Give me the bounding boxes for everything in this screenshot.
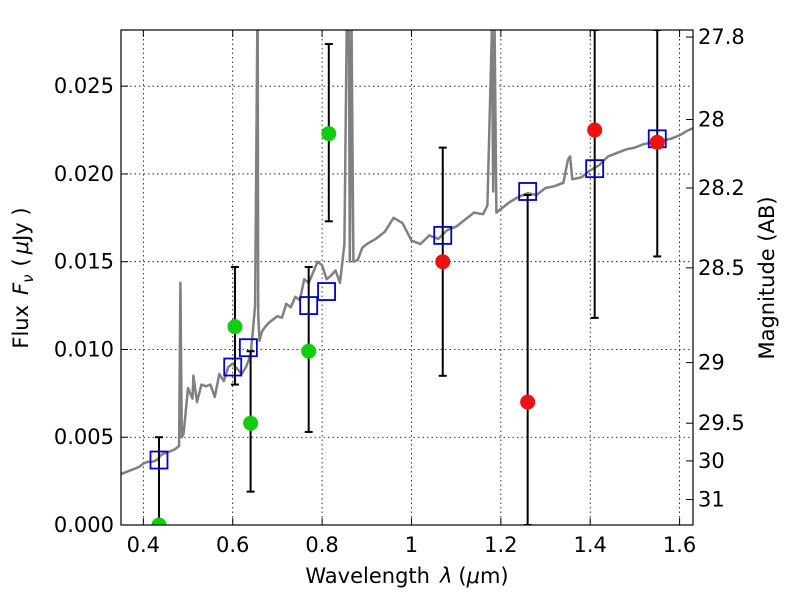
y2-tick-label: 28 — [698, 108, 725, 132]
upper-limits-point — [587, 122, 603, 138]
y-tick-label: 0.015 — [54, 250, 114, 274]
model-photometry-point — [317, 282, 336, 301]
upper-limits-point — [435, 254, 451, 270]
model-photometry-point — [223, 357, 243, 377]
y2-tick-label: 30 — [698, 449, 725, 473]
spectrum-layer — [121, 30, 693, 476]
model-spectrum-line — [121, 30, 693, 476]
grid — [121, 30, 693, 525]
model-photometry-point — [585, 159, 605, 179]
x-tick-label: 0.4 — [127, 533, 160, 557]
marker-layer — [149, 122, 667, 525]
y2-tick-label: 28.2 — [698, 176, 745, 200]
y2-tick-label: 28.5 — [698, 256, 745, 280]
y2-tick-label: 29 — [698, 351, 725, 375]
x-tick-label: 0.8 — [305, 533, 338, 557]
model-photometry-point — [299, 296, 319, 315]
y2-tick-label: 31 — [698, 488, 725, 512]
y-tick-label: 0.025 — [54, 74, 114, 98]
model-photometry-point — [518, 182, 538, 201]
upper-limits-point — [649, 134, 665, 150]
detections-point — [243, 415, 259, 431]
detections-point — [227, 319, 243, 335]
y-axis-label: FluxFν(μJy ) — [9, 207, 37, 348]
x-tick-label: 1.6 — [663, 533, 696, 557]
x-tick-label: 0.6 — [216, 533, 249, 557]
y-tick-label: 0.020 — [54, 162, 114, 186]
ticks: 0.4 0.6 0.8 1 1.2 1.4 1.6 0.000 0.005 0.010 0.015 0… — [54, 25, 745, 557]
y2-axis-label: Magnitude (AB) — [755, 196, 779, 359]
x-axis-label: Wavelength λ (μm) — [305, 564, 508, 588]
model-photometry-point — [433, 225, 453, 245]
y-tick-label: 0.000 — [54, 513, 114, 537]
model-photometry-point — [238, 338, 258, 358]
y-tick-label: 0.010 — [54, 337, 114, 361]
y2-tick-label: 29.5 — [698, 411, 745, 435]
x-tick-label: 1.4 — [574, 533, 607, 557]
x-tick-label: 1.2 — [484, 533, 517, 557]
detections-point — [321, 126, 337, 142]
model-photometry-point — [149, 450, 169, 470]
plot-frame — [120, 29, 694, 526]
detections-point — [301, 343, 317, 359]
detections-point — [151, 517, 167, 525]
upper-limits-point — [520, 394, 536, 410]
y2-tick-label: 27.8 — [698, 25, 745, 49]
x-tick-label: 1 — [405, 533, 418, 557]
y-tick-label: 0.005 — [54, 425, 114, 449]
